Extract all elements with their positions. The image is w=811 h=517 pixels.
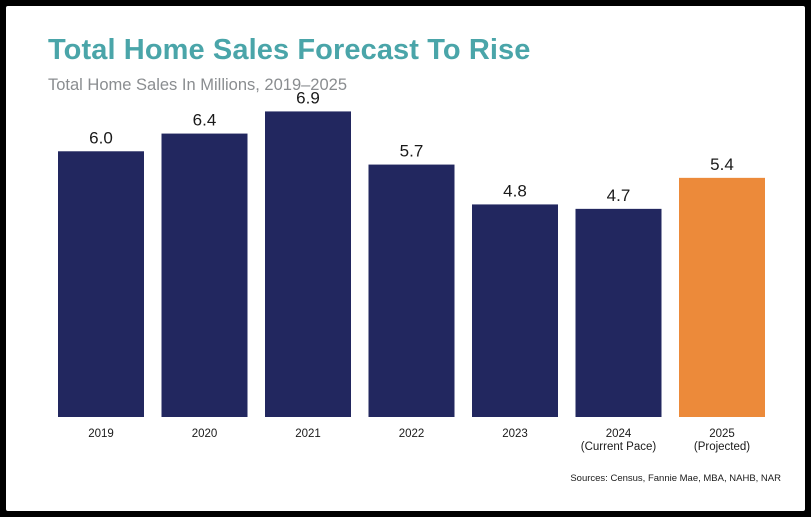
x-tick-year: 2023	[502, 428, 528, 440]
x-tick-year: 2021	[295, 428, 321, 440]
chart-frame: Total Home Sales Forecast To Rise Total …	[6, 6, 805, 511]
chart-subtitle: Total Home Sales In Millions, 2019–2025	[48, 76, 348, 94]
x-tick-label-2019: 2019	[88, 428, 114, 440]
x-tick-label-2021: 2021	[295, 428, 321, 440]
bar-chart: 6.0 6.4 6.9 5.7 4.8 4.7 5.4 2019 2020 2021 2022 20…	[58, 88, 765, 453]
bar-2025	[679, 177, 765, 417]
bar-2022	[368, 164, 455, 417]
x-tick-labels-layer: 2019 2020 2021 2022 2023 2024 (Current Pace)20…	[88, 428, 750, 453]
value-label-2025: 5.4	[710, 155, 734, 174]
x-tick-year: 2020	[192, 428, 218, 440]
x-tick-label-2023: 2023	[502, 428, 528, 440]
sources-note: Sources: Census, Fannie Mae, MBA, NAHB, …	[570, 473, 781, 484]
bars-layer	[58, 111, 765, 418]
bar-2023	[472, 204, 558, 417]
value-label-2023: 4.8	[503, 181, 527, 200]
value-label-2019: 6.0	[89, 128, 113, 147]
value-labels-layer: 6.0 6.4 6.9 5.7 4.8 4.7 5.4	[89, 88, 734, 204]
x-tick-year: 2022	[399, 428, 425, 440]
x-tick-year: 2019	[88, 428, 114, 440]
value-label-2022: 5.7	[400, 142, 424, 161]
x-tick-label-2024: 2024 (Current Pace)	[581, 428, 657, 453]
x-tick-label-2022: 2022	[399, 428, 425, 440]
bar-2021	[265, 111, 351, 417]
bar-2024	[575, 208, 662, 417]
value-label-2020: 6.4	[193, 111, 217, 130]
x-tick-year: 2025	[709, 428, 735, 440]
x-tick-note: (Projected)	[694, 441, 750, 453]
bar-2019	[58, 151, 144, 418]
x-tick-note: (Current Pace)	[581, 441, 657, 453]
x-tick-year: 2024	[606, 428, 632, 440]
value-label-2024: 4.7	[607, 186, 631, 205]
bar-2020	[161, 133, 248, 418]
chart-title: Total Home Sales Forecast To Rise	[48, 34, 531, 66]
x-tick-label-2020: 2020	[192, 428, 218, 440]
x-tick-label-2025: 2025 (Projected)	[694, 428, 750, 453]
value-label-2021: 6.9	[296, 88, 320, 107]
